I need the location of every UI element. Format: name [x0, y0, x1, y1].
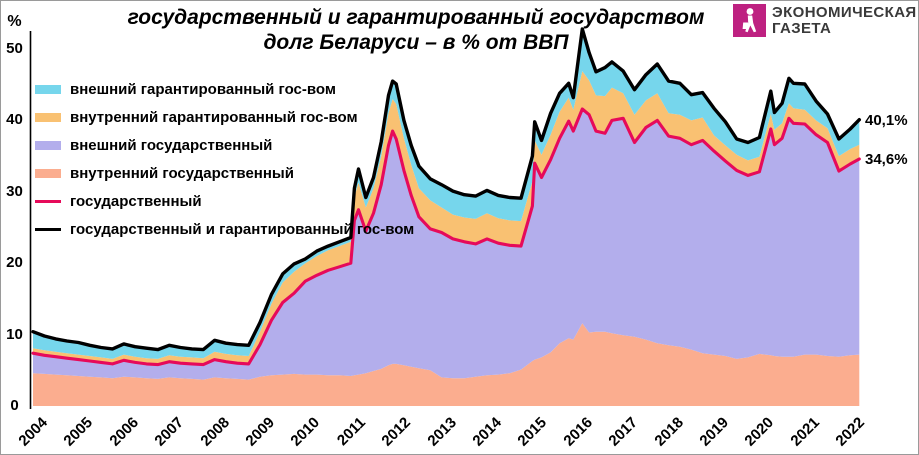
area-internal-guaranteed [33, 71, 860, 365]
y-tick-label-20: 20 [6, 254, 23, 272]
y-tick-label-30: 30 [6, 182, 23, 200]
area-external-guaranteed [33, 29, 860, 359]
y-axis-unit-label: % [7, 13, 22, 30]
legend-item-external-gov: внешний государственный [35, 131, 414, 159]
legend-label-internal-gov: внутренний государственный [70, 164, 294, 182]
publisher-name-line2: ГАЗЕТА [772, 20, 832, 37]
legend-swatch-total-line [35, 227, 61, 231]
legend-swatch-internal-guaranteed [35, 112, 61, 122]
legend-swatch-internal-gov [35, 168, 61, 178]
legend-label-gov-line: государственный [70, 192, 202, 210]
legend-label-external-guaranteed: внешний гарантированный гос-вом [70, 80, 336, 98]
total-line [31, 27, 861, 352]
y-tick-label-50: 50 [6, 40, 23, 57]
legend-swatch-external-guaranteed [35, 84, 61, 94]
legend-item-gov-line: государственный [35, 187, 414, 215]
area-external-gov [33, 109, 860, 380]
y-tick-label-40: 40 [6, 111, 23, 129]
legend-label-internal-guaranteed: внутренний гарантированный гос-вом [70, 108, 358, 126]
legend: внешний гарантированный гос-вом внутренни… [35, 75, 414, 243]
legend-swatch-external-gov [35, 140, 61, 150]
end-value-label-34.6: 34,6% [865, 150, 908, 168]
chart-title: государственный и гарантированный госуда… [21, 5, 811, 55]
y-tick-label-0: 0 [10, 397, 19, 414]
legend-item-internal-guaranteed: внутренний гарантированный гос-вом [35, 103, 414, 131]
walking-person-icon [733, 4, 766, 37]
legend-item-total-line: государственный и гарантированный гос-во… [35, 215, 414, 243]
publisher-name-line1: ЭКОНОМИЧЕСКАЯ [772, 4, 917, 21]
gov-line [31, 107, 861, 367]
legend-label-total-line: государственный и гарантированный гос-во… [70, 220, 415, 238]
legend-label-external-gov: внешний государственный [70, 136, 273, 154]
publisher-name: ЭКОНОМИЧЕСКАЯ ГАЗЕТА [772, 4, 917, 37]
chart-title-line2: долг Беларуси – в % от ВВП [263, 31, 569, 54]
publisher-logo: ЭКОНОМИЧЕСКАЯ ГАЗЕТА [733, 4, 917, 37]
area-internal-gov [33, 323, 860, 406]
legend-item-internal-gov: внутренний государственный [35, 159, 414, 187]
chart-title-line1: государственный и гарантированный госуда… [127, 6, 705, 29]
end-value-label-40.1: 40,1% [865, 111, 908, 129]
y-tick-label-10: 10 [6, 325, 23, 343]
legend-item-external-guaranteed: внешний гарантированный гос-вом [35, 75, 414, 103]
legend-swatch-gov-line [35, 199, 61, 203]
